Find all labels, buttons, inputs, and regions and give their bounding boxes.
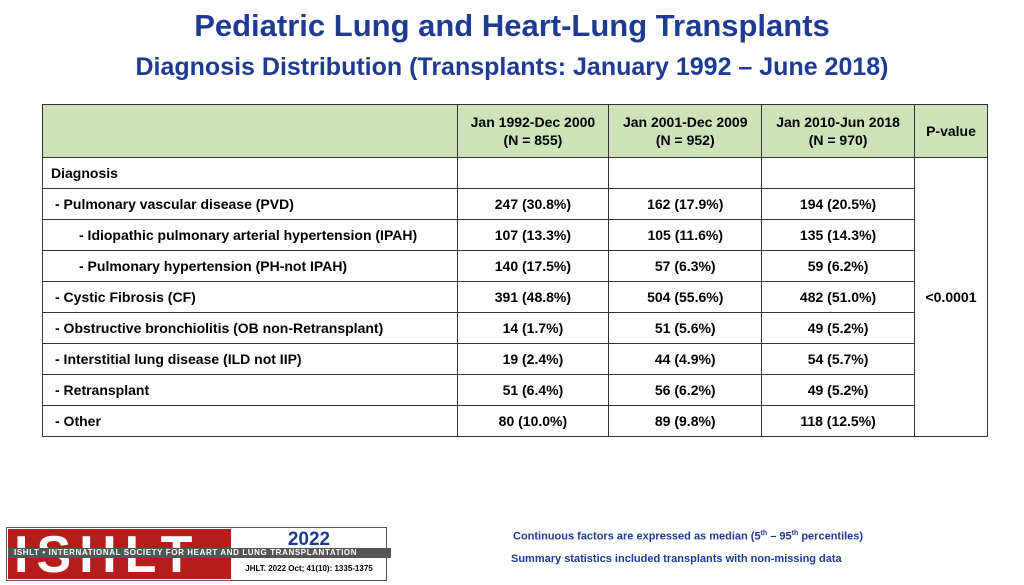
header-label-column — [42, 104, 458, 158]
table-row: - Idiopathic pulmonary arterial hyperten… — [42, 219, 988, 251]
row-label: - Interstitial lung disease (ILD not IIP… — [42, 343, 458, 375]
row-value-period-3: 118 (12.5%) — [761, 405, 915, 437]
row-label: - Retransplant — [42, 374, 458, 406]
table-row: - Obstructive bronchiolitis (OB non-Retr… — [42, 312, 988, 344]
table-row: - Pulmonary hypertension (PH-not IPAH) 14… — [42, 250, 988, 282]
table-header-row: Jan 1992-Dec 2000 (N = 855) Jan 2001-Dec … — [42, 104, 989, 158]
table-row: - Other 80 (10.0%) 89 (9.8%) 118 (12.5%) — [42, 405, 988, 437]
row-value-period-2: 56 (6.2%) — [608, 374, 763, 406]
row-label: - Cystic Fibrosis (CF) — [42, 281, 458, 313]
logo-citation: JHLT. 2022 Oct; 41(10): 1335-1375 — [245, 564, 373, 573]
row-value-period-1: 107 (13.3%) — [456, 219, 610, 251]
ishlt-band: ISHLT • INTERNATIONAL SOCIETY FOR HEART … — [8, 548, 391, 558]
row-value-period-1: 14 (1.7%) — [456, 312, 610, 344]
table-row: - Pulmonary vascular disease (PVD) 247 (3… — [42, 188, 988, 220]
header-period-2: Jan 2001-Dec 2009 (N = 952) — [608, 104, 763, 158]
header-period-3: Jan 2010-Jun 2018 (N = 970) — [761, 104, 915, 158]
section-row: Diagnosis <0.0001 — [42, 157, 989, 437]
row-label: - Pulmonary vascular disease (PVD) — [42, 188, 458, 220]
logo-year: 2022 — [287, 529, 331, 550]
row-value-period-3: 49 (5.2%) — [761, 374, 915, 406]
row-value-period-2: 162 (17.9%) — [608, 188, 763, 220]
ishlt-logo-block: ISHLT ISHLT • INTERNATIONAL SOCIETY FOR … — [6, 527, 391, 581]
table-row: - Interstitial lung disease (ILD not IIP… — [42, 343, 988, 375]
p-value-cell: <0.0001 — [913, 157, 989, 437]
header-period-1: Jan 1992-Dec 2000 (N = 855) — [456, 104, 610, 158]
row-label: - Obstructive bronchiolitis (OB non-Retr… — [42, 312, 458, 344]
row-value-period-2: 51 (5.6%) — [608, 312, 763, 344]
footnote-summary: Summary statistics included transplants … — [511, 553, 842, 565]
row-value-period-3: 482 (51.0%) — [761, 281, 915, 313]
row-label: - Pulmonary hypertension (PH-not IPAH) — [42, 250, 458, 282]
row-value-period-2: 105 (11.6%) — [608, 219, 763, 251]
row-value-period-2: 57 (6.3%) — [608, 250, 763, 282]
row-value-period-1: 19 (2.4%) — [456, 343, 610, 375]
row-value-period-3: 135 (14.3%) — [761, 219, 915, 251]
row-value-period-1: 140 (17.5%) — [456, 250, 610, 282]
page-title: Pediatric Lung and Heart-Lung Transplant… — [194, 8, 830, 43]
header-p-value: P-value — [913, 104, 989, 158]
row-value-period-1: 80 (10.0%) — [456, 405, 610, 437]
table-row: - Retransplant 51 (6.4%) 56 (6.2%) 49 (5.2%… — [42, 374, 988, 406]
row-value-period-1: 391 (48.8%) — [456, 281, 610, 313]
row-label: - Other — [42, 405, 458, 437]
row-value-period-3: 59 (6.2%) — [761, 250, 915, 282]
footnote-continuous: Continuous factors are expressed as medi… — [513, 530, 864, 543]
row-value-period-3: 194 (20.5%) — [761, 188, 915, 220]
table-row: - Cystic Fibrosis (CF) 391 (48.8%) 504 (55… — [42, 281, 988, 313]
row-value-period-3: 54 (5.7%) — [761, 343, 915, 375]
row-value-period-3: 49 (5.2%) — [761, 312, 915, 344]
section-label: Diagnosis — [42, 157, 458, 189]
row-value-period-2: 504 (55.6%) — [608, 281, 763, 313]
row-value-period-2: 44 (4.9%) — [608, 343, 763, 375]
row-value-period-2: 89 (9.8%) — [608, 405, 763, 437]
page-subtitle: Diagnosis Distribution (Transplants: Jan… — [135, 53, 889, 81]
row-label: - Idiopathic pulmonary arterial hyperten… — [42, 219, 458, 251]
row-value-period-1: 247 (30.8%) — [456, 188, 610, 220]
row-value-period-1: 51 (6.4%) — [456, 374, 610, 406]
diagnosis-table: Jan 1992-Dec 2000 (N = 855) Jan 2001-Dec … — [42, 104, 989, 437]
